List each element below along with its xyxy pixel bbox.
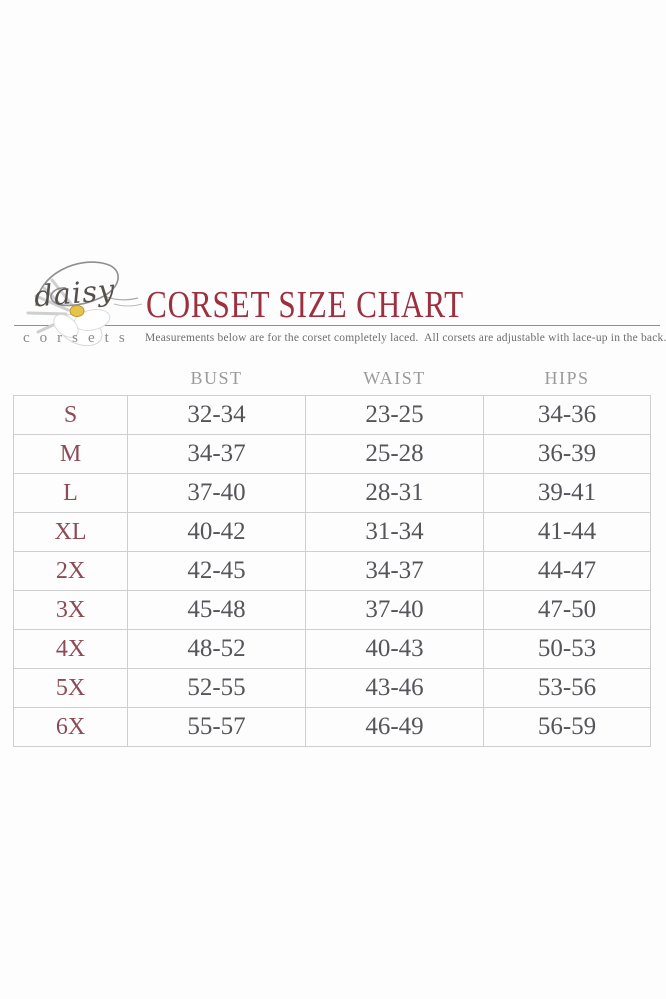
column-header: HIPS [544,368,590,388]
size-label: XL [13,512,128,552]
size-label: 2X [13,551,128,591]
brand-word-text: corsets [23,330,135,346]
size-table-body: S 32-34 23-25 34-36 M 34-37 25-28 36-39 L 37-40 28… [13,395,651,747]
header-divider [14,325,660,326]
column-header: WAIST [363,368,426,388]
measurement-value: 43-46 [305,668,484,708]
size-label: S [13,395,128,435]
measurement-value: 36-39 [483,434,651,474]
measurement-value: 37-40 [305,590,484,630]
measurement-value: 34-37 [127,434,306,474]
measurement-value: 23-25 [305,395,484,435]
brand-logo: daisy corsets [8,254,148,354]
size-label: M [13,434,128,474]
measurement-value: 56-59 [483,707,651,747]
measurement-value: 39-41 [483,473,651,513]
measurement-value: 32-34 [127,395,306,435]
table-row: L 37-40 28-31 39-41 [13,473,651,513]
measurement-value: 37-40 [127,473,306,513]
measurement-value: 34-37 [305,551,484,591]
measurement-value: 47-50 [483,590,651,630]
measurement-value: 31-34 [305,512,484,552]
measurement-value: 25-28 [305,434,484,474]
header-row: BUST WAIST HIPS [14,368,651,396]
measurement-value: 45-48 [127,590,306,630]
measurement-value: 41-44 [483,512,651,552]
measurement-value: 42-45 [127,551,306,591]
table-row: 5X 52-55 43-46 53-56 [13,668,651,708]
measurement-value: 40-42 [127,512,306,552]
measurement-value: 40-43 [305,629,484,669]
measurement-value: 48-52 [127,629,306,669]
table-header: BUST WAIST HIPS [14,368,651,396]
size-column-header [14,368,128,396]
table-row: 3X 45-48 37-40 47-50 [13,590,651,630]
measurement-value: 44-47 [483,551,651,591]
measurement-value: 53-56 [483,668,651,708]
measurement-value: 55-57 [127,707,306,747]
measurement-value: 52-55 [127,668,306,708]
size-label: 4X [13,629,128,669]
measurement-value: 34-36 [483,395,651,435]
size-label: 6X [13,707,128,747]
size-chart-table: BUST WAIST HIPS S 32-34 23-25 34-36 M 34-37 25-2… [13,368,651,747]
table-row: M 34-37 25-28 36-39 [13,434,651,474]
table-row: S 32-34 23-25 34-36 [13,395,651,435]
brand-script-text: daisy [32,272,117,314]
measurement-value: 46-49 [305,707,484,747]
page-title: CORSET SIZE CHART [146,284,464,326]
table-row: 2X 42-45 34-37 44-47 [13,551,651,591]
size-label: L [13,473,128,513]
subtitle-text: Measurements below are for the corset co… [145,332,666,344]
size-label: 5X [13,668,128,708]
table-row: 4X 48-52 40-43 50-53 [13,629,651,669]
measurement-value: 50-53 [483,629,651,669]
table-row: XL 40-42 31-34 41-44 [13,512,651,552]
column-header: BUST [190,368,243,388]
measurement-value: 28-31 [305,473,484,513]
table-row: 6X 55-57 46-49 56-59 [13,707,651,747]
daisy-flower-icon [26,261,143,347]
size-label: 3X [13,590,128,630]
